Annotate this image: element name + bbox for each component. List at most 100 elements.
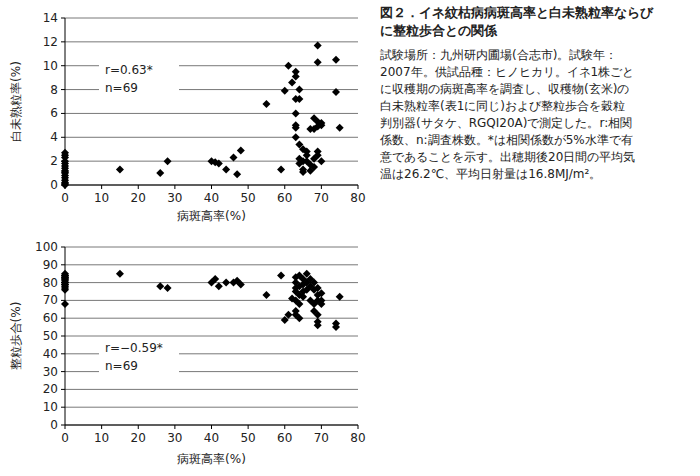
- point: [164, 157, 172, 165]
- caption-note: 温は26.2℃、平均日射量は16.8MJ/m²。: [380, 167, 601, 181]
- annotation-box: [99, 338, 179, 376]
- x-tick: [174, 185, 175, 189]
- x-tick: [174, 425, 175, 429]
- x-tick: [358, 185, 359, 189]
- x-axis: [65, 425, 358, 426]
- y-tick-label: 14: [43, 11, 58, 25]
- y-axis-label: 白未熟粒率(%): [9, 61, 23, 142]
- point: [292, 72, 300, 80]
- grid-line: [65, 113, 358, 114]
- y-tick-label: 100: [35, 240, 58, 254]
- grid-line: [65, 137, 358, 138]
- x-tick-label: 60: [277, 431, 292, 445]
- x-tick: [284, 425, 285, 429]
- y-tick: [61, 425, 65, 426]
- point: [222, 279, 230, 287]
- x-tick-label: 10: [94, 191, 109, 205]
- points: [61, 270, 344, 331]
- point: [215, 160, 223, 168]
- y-tick: [61, 65, 65, 66]
- y-tick-label: 70: [43, 293, 58, 307]
- y-tick-label: 6: [50, 106, 58, 120]
- point: [336, 124, 344, 132]
- y-tick-label: 0: [50, 418, 58, 432]
- x-tick: [284, 185, 285, 189]
- point: [156, 169, 164, 177]
- y-tick: [61, 247, 65, 248]
- y-tick-label: 60: [43, 311, 58, 325]
- x-tick-label: 80: [350, 431, 365, 445]
- x-tick: [211, 185, 212, 189]
- point: [277, 271, 285, 279]
- x-tick-label: 0: [61, 431, 69, 445]
- point: [295, 95, 303, 103]
- y-tick: [61, 264, 65, 265]
- caption-title: に整粒歩合との関係: [380, 23, 498, 38]
- x-tick-label: 40: [204, 191, 219, 205]
- grid-line: [65, 247, 358, 248]
- point: [295, 86, 303, 94]
- annotation: n=69: [105, 81, 138, 95]
- caption-note: 係数、n:調査株数。*は相関係数が5%水準で有: [379, 133, 633, 147]
- chart: 0246810121401020304050607080病斑高率(%)白未熟粒率…: [9, 11, 366, 223]
- point: [215, 282, 223, 290]
- point: [116, 165, 124, 173]
- caption-note: 意であることを示す。出穂期後20日間の平均気: [379, 150, 635, 164]
- point: [332, 56, 340, 64]
- x-tick: [101, 185, 102, 189]
- caption-note: 白未熟粒率(表1に同じ)および整粒歩合を穀粒: [380, 99, 625, 113]
- grid-line: [65, 336, 358, 337]
- x-axis-label: 病斑高率(%): [177, 452, 246, 466]
- y-tick: [61, 353, 65, 354]
- grid-line: [65, 18, 358, 19]
- x-tick-label: 60: [277, 191, 292, 205]
- point: [292, 133, 300, 141]
- point: [237, 280, 245, 288]
- x-tick-label: 0: [61, 191, 69, 205]
- point: [314, 58, 322, 66]
- point: [262, 291, 270, 299]
- y-axis-label: 整粒歩合(%): [9, 302, 23, 371]
- x-tick-label: 40: [204, 431, 219, 445]
- y-tick-label: 0: [50, 178, 58, 192]
- x-tick: [248, 425, 249, 429]
- y-tick: [61, 113, 65, 114]
- chart: 010203040506070809010001020304050607080病…: [9, 240, 366, 466]
- x-tick-label: 30: [167, 431, 182, 445]
- point: [222, 165, 230, 173]
- x-tick: [211, 425, 212, 429]
- point: [299, 168, 307, 176]
- grid-line: [65, 264, 358, 265]
- grid-line: [65, 425, 358, 426]
- point: [332, 88, 340, 96]
- caption-note: 判別器(サタケ、RGQI20A)で測定した。r:相関: [380, 116, 632, 130]
- x-tick: [138, 185, 139, 189]
- point: [292, 124, 300, 132]
- x-tick-label: 20: [131, 191, 146, 205]
- y-tick-label: 8: [50, 83, 58, 97]
- point: [233, 170, 241, 178]
- x-tick: [321, 425, 322, 429]
- y-tick: [61, 371, 65, 372]
- caption-note: に収穫期の病斑高率を調査し、収穫物(玄米)の: [380, 82, 629, 96]
- y-tick-label: 2: [50, 154, 58, 168]
- grid-line: [65, 41, 358, 42]
- point: [314, 41, 322, 49]
- grid-line: [65, 407, 358, 408]
- x-tick: [101, 425, 102, 429]
- y-tick: [61, 137, 65, 138]
- point: [156, 282, 164, 290]
- x-axis: [65, 185, 358, 186]
- annotation: r=−0.59*: [105, 341, 163, 355]
- point: [211, 275, 219, 283]
- point: [61, 181, 69, 189]
- x-tick-label: 30: [167, 191, 182, 205]
- point: [314, 321, 322, 329]
- x-tick-label: 50: [240, 431, 255, 445]
- y-tick-label: 12: [43, 35, 58, 49]
- annotation-box: [99, 60, 179, 98]
- point: [61, 284, 69, 292]
- y-tick: [61, 318, 65, 319]
- x-tick-label: 80: [350, 191, 365, 205]
- point: [317, 157, 325, 165]
